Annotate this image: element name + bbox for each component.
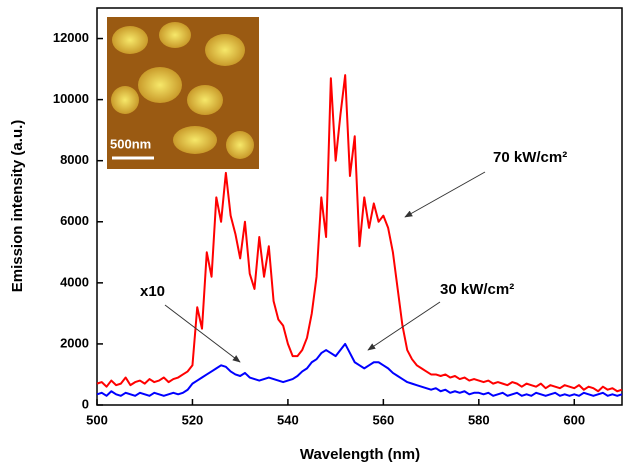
grain (159, 22, 191, 48)
series-line (97, 344, 622, 396)
x-tick-label: 580 (468, 412, 490, 427)
arrow (368, 302, 440, 350)
grain (226, 131, 254, 159)
y-tick-label: 0 (82, 396, 89, 411)
grain (173, 126, 217, 154)
y-tick-label: 2000 (60, 335, 89, 350)
y-tick-label: 6000 (60, 213, 89, 228)
x-axis-label: Wavelength (nm) (300, 446, 420, 463)
annotation: 70 kW/cm² (493, 149, 567, 166)
annotations: x10 70 kW/cm² 30 kW/cm² (140, 149, 567, 362)
chart: Wavelength (nm) Emission intensity (a.u.… (0, 0, 624, 466)
grain (111, 86, 139, 114)
y-tick-label: 10000 (53, 91, 89, 106)
grain (138, 67, 182, 103)
x-tick-label: 560 (373, 412, 395, 427)
grain (112, 26, 148, 54)
x-tick-label: 520 (182, 412, 204, 427)
y-tick-label: 12000 (53, 30, 89, 45)
y-axis-label: Emission intensity (a.u.) (9, 120, 26, 293)
x-tick-label: 500 (86, 412, 108, 427)
annotation: 30 kW/cm² (440, 281, 514, 298)
inset: 500nm (107, 17, 259, 169)
inset-label: 500nm (110, 136, 151, 151)
arrow (405, 172, 485, 217)
grain (205, 34, 245, 66)
y-tick-label: 4000 (60, 274, 89, 289)
x-tick-label: 540 (277, 412, 299, 427)
x-tick-label: 600 (563, 412, 585, 427)
grain (187, 85, 223, 115)
annotation: x10 (140, 283, 165, 300)
y-tick-label: 8000 (60, 152, 89, 167)
